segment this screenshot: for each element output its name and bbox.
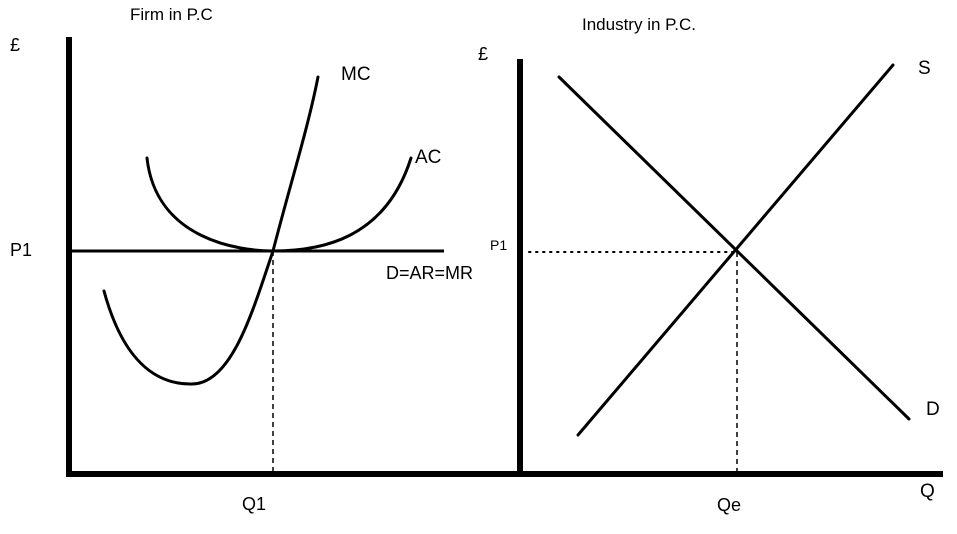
industry-title: Industry in P.C.	[582, 15, 697, 34]
firm-demand-label: D=AR=MR	[386, 263, 474, 283]
industry-price-label: P1	[490, 237, 508, 253]
firm-title: Firm in P.C	[130, 5, 213, 24]
firm-quantity-label: Q1	[242, 494, 267, 514]
firm-y-axis-label: £	[10, 35, 21, 55]
industry-x-axis-label: Q	[920, 481, 935, 502]
industry-quantity-label: Qe	[717, 495, 742, 515]
firm-mc-curve	[102, 75, 320, 386]
firm-ac-label: AC	[415, 147, 442, 168]
industry-demand-line	[557, 75, 911, 421]
industry-y-axis-label: £	[478, 44, 489, 64]
firm-ac-curve	[145, 156, 413, 253]
industry-demand-label: D	[926, 399, 940, 420]
industry-supply-line	[576, 63, 895, 437]
firm-price-label: P1	[10, 240, 33, 260]
industry-supply-label: S	[918, 58, 931, 79]
firm-mc-label: MC	[341, 64, 371, 85]
